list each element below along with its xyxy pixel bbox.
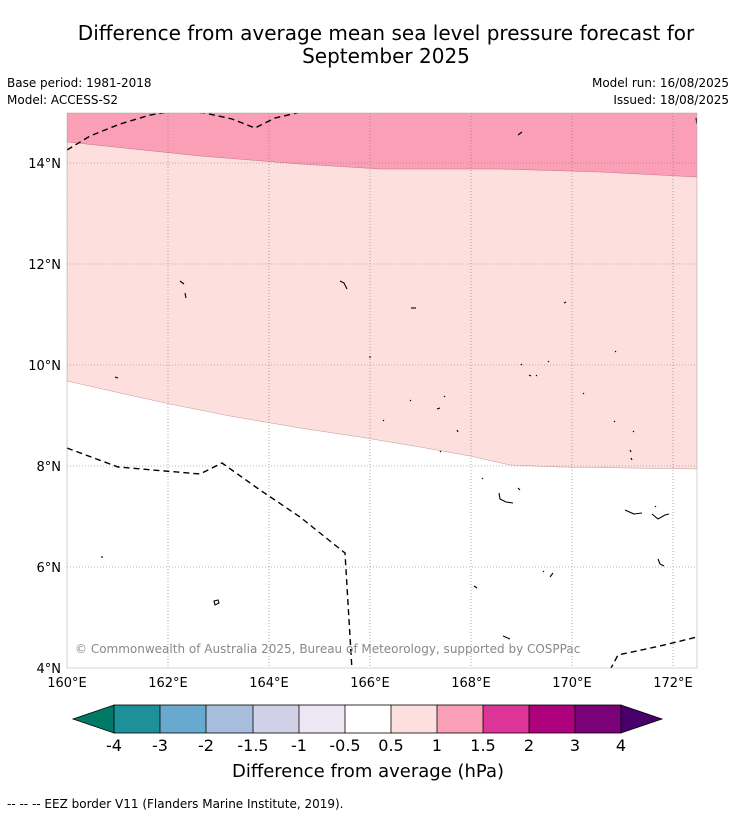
y-tick-10: 10°N xyxy=(28,359,61,374)
colorbar-tick: -2 xyxy=(198,736,214,755)
colorbar-tick: 2 xyxy=(523,736,535,755)
contour-0.5-1-region xyxy=(67,113,697,470)
x-tick-172: 172°E xyxy=(653,676,693,691)
base-period: Base period: 1981-2018 xyxy=(7,76,152,90)
contour-1-1.5-region xyxy=(67,113,697,178)
colorbar-cell xyxy=(529,705,575,733)
colorbar-cell xyxy=(391,705,437,733)
eez-borders xyxy=(67,113,697,668)
y-tick-14: 14°N xyxy=(28,157,61,172)
colorbar-tick: 1.5 xyxy=(470,736,496,755)
model-name: Model: ACCESS-S2 xyxy=(7,93,119,107)
map-frame xyxy=(66,112,698,669)
colorbar-cell xyxy=(253,705,299,733)
axis-labels: 160°E 162°E 164°E 166°E 168°E 170°E 172°… xyxy=(28,157,693,691)
colorbar-dividers xyxy=(159,705,576,733)
colorbar-arrow-left xyxy=(71,704,115,734)
colorbar-cell xyxy=(160,705,206,733)
x-tick-170: 170°E xyxy=(552,676,592,691)
title-line-2: September 2025 xyxy=(302,44,470,68)
colorbar-arrow-right xyxy=(620,704,664,734)
y-tick-8: 8°N xyxy=(37,460,62,475)
x-tick-164: 164°E xyxy=(249,676,289,691)
copyright-notice: © Commonwealth of Australia 2025, Bureau… xyxy=(75,642,581,656)
issued-date: Issued: 18/08/2025 xyxy=(613,93,729,107)
eez-footnote: -- -- -- EEZ border V11 (Flanders Marine… xyxy=(7,797,344,811)
map-plot-area xyxy=(67,113,697,668)
colorbar-cell xyxy=(437,705,483,733)
colorbar-tick: -1.5 xyxy=(237,736,269,755)
colorbar-cell xyxy=(299,705,345,733)
y-tick-6: 6°N xyxy=(37,561,62,576)
colorbar-tick: -4 xyxy=(106,736,122,755)
title-line-1: Difference from average mean sea level p… xyxy=(77,21,695,45)
x-tick-168: 168°E xyxy=(451,676,491,691)
y-tick-4: 4°N xyxy=(37,662,62,677)
colorbar-cell xyxy=(483,705,529,733)
colorbar-tick: 4 xyxy=(615,736,627,755)
x-tick-160: 160°E xyxy=(47,676,87,691)
x-tick-166: 166°E xyxy=(350,676,390,691)
map-gridlines xyxy=(67,113,697,668)
y-tick-12: 12°N xyxy=(28,258,61,273)
x-tick-162: 162°E xyxy=(148,676,188,691)
colorbar-outline xyxy=(113,704,622,734)
colorbar-tick: -3 xyxy=(152,736,168,755)
colorbar-tick: 1 xyxy=(431,736,443,755)
colorbar-tick: 0.5 xyxy=(378,736,404,755)
colorbar-title: Difference from average (hPa) xyxy=(231,761,505,782)
colorbar-cell xyxy=(575,705,621,733)
colorbar-cell xyxy=(206,705,253,733)
chart-title: Difference from average mean sea level p… xyxy=(0,22,736,68)
colorbar-tick: 3 xyxy=(569,736,581,755)
colorbar-tick: -0.5 xyxy=(329,736,361,755)
islands xyxy=(101,117,697,640)
colorbar-tick: -1 xyxy=(291,736,307,755)
colorbar-cell xyxy=(345,705,391,733)
colorbar-cell xyxy=(114,705,160,733)
colorbar xyxy=(71,704,664,734)
model-run: Model run: 16/08/2025 xyxy=(591,76,729,90)
